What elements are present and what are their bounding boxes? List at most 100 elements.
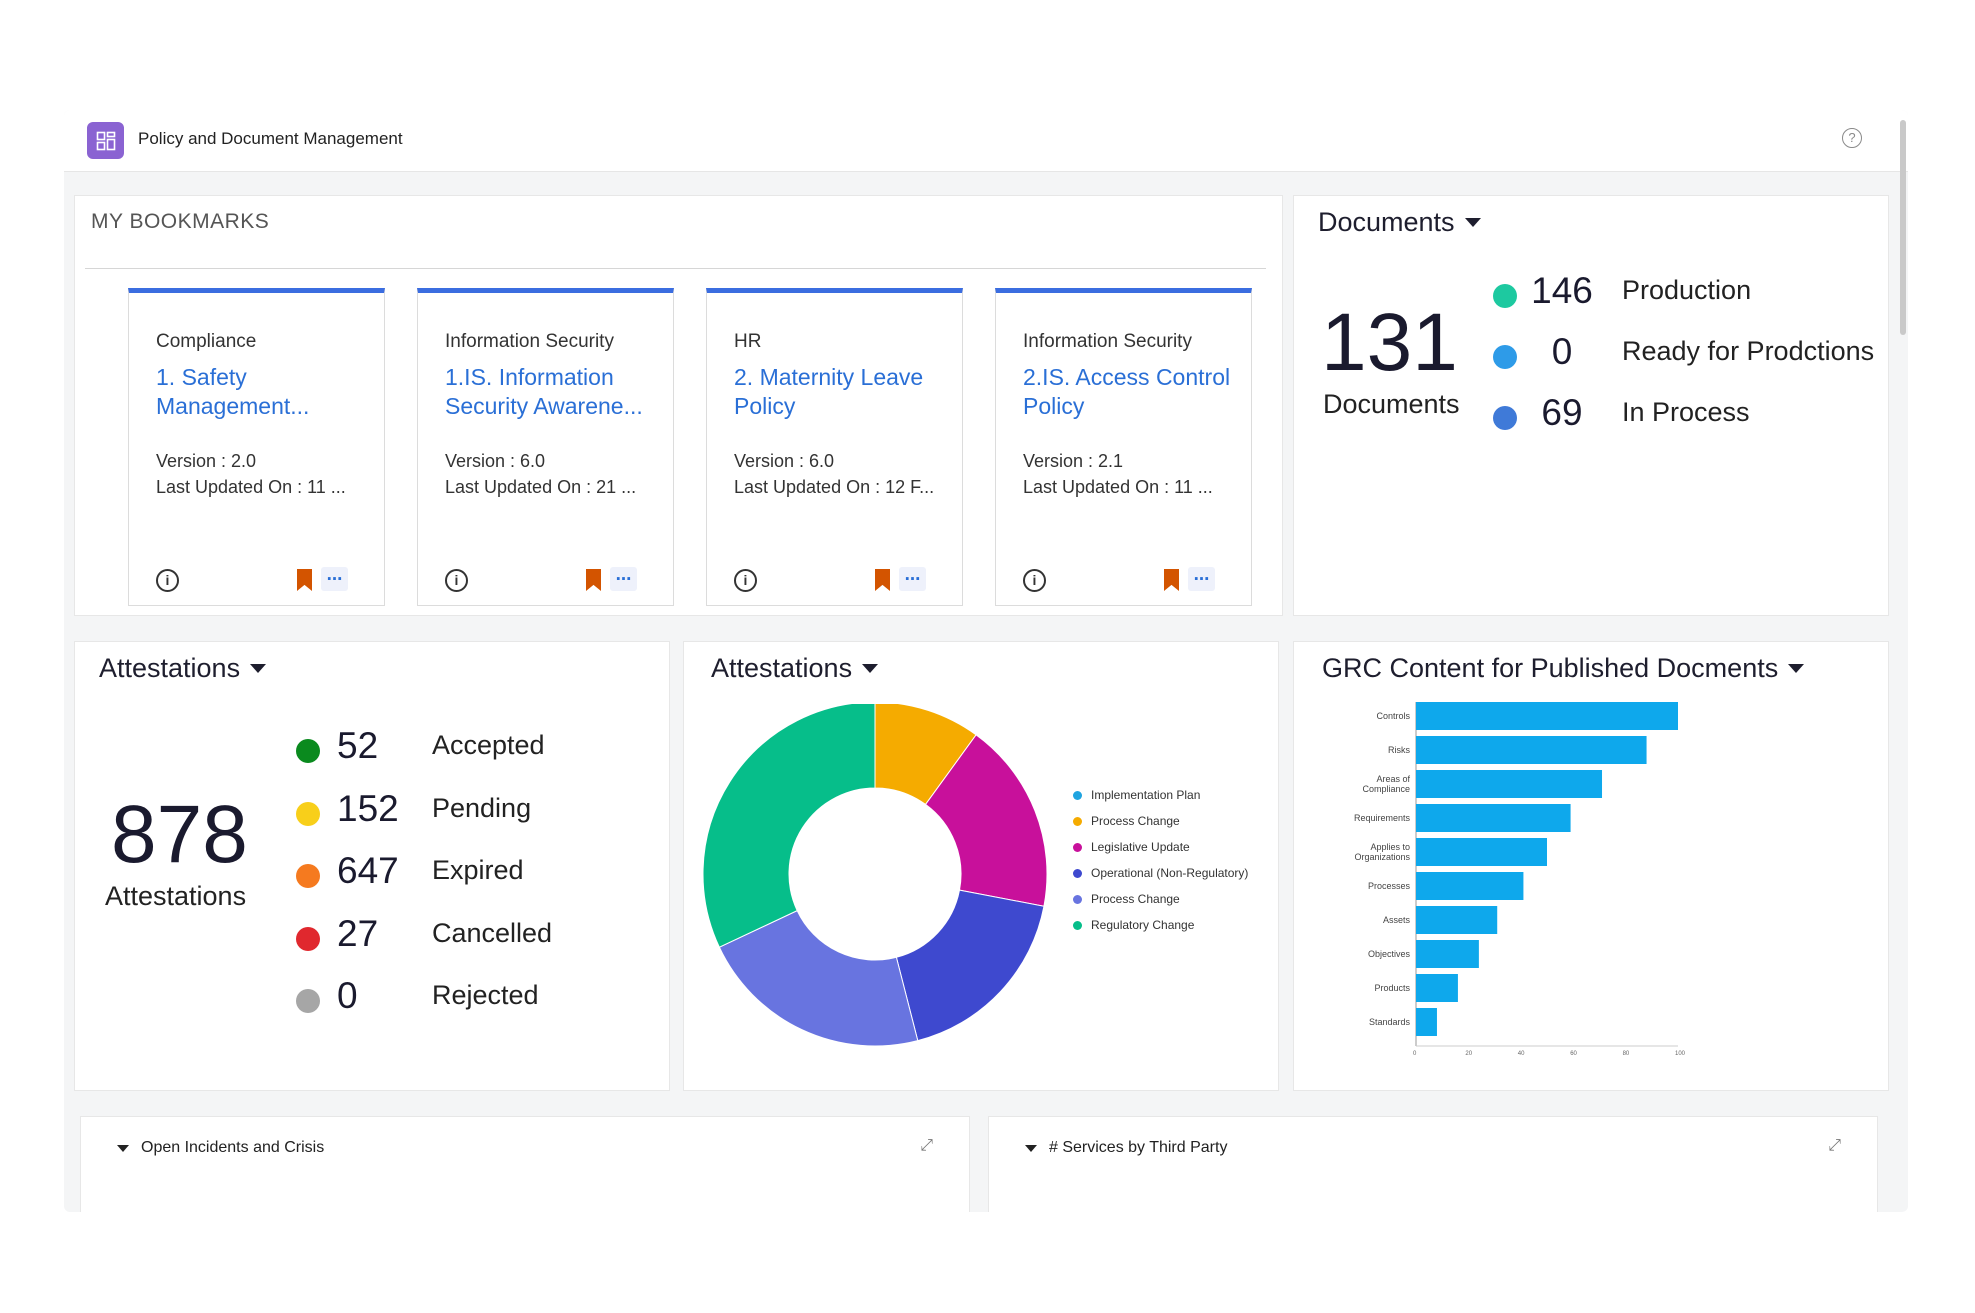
more-options-icon[interactable]: ... <box>610 565 637 591</box>
attestations-title[interactable]: Attestations <box>99 653 267 684</box>
caret-down-icon <box>250 664 267 673</box>
stat-label: Expired <box>432 855 524 885</box>
vertical-scrollbar[interactable] <box>1898 110 1908 1212</box>
documents-title-label: Documents <box>1318 207 1455 237</box>
bookmark-title-link[interactable]: 2.IS. Access Control Policy <box>1023 364 1231 419</box>
incidents-title[interactable]: Open Incidents and Crisis <box>117 1139 324 1157</box>
bar[interactable] <box>1416 906 1498 934</box>
bar-category-label: Assets <box>1382 915 1410 925</box>
info-icon[interactable]: i <box>156 569 179 592</box>
legend-item[interactable]: Process Change <box>1073 892 1180 906</box>
expand-icon[interactable]: ⤢ <box>1828 1137 1841 1154</box>
attestations-chart-title-label: Attestations <box>711 653 853 683</box>
bookmark-category: HR <box>734 331 762 352</box>
documents-panel: Documents 131 Documents 146 Production 0… <box>1293 195 1889 616</box>
attestations-total-label: Attestations <box>105 881 247 911</box>
legend-label: Legislative Update <box>1091 840 1190 854</box>
legend-label: Regulatory Change <box>1091 918 1195 932</box>
legend-swatch <box>1073 842 1082 852</box>
bar[interactable] <box>1416 702 1678 730</box>
legend-label: Operational (Non-Regulatory) <box>1091 866 1249 880</box>
help-icon[interactable]: ? <box>1842 128 1862 148</box>
legend-item[interactable]: Process Change <box>1073 814 1180 828</box>
bookmark-title-link[interactable]: 2. Maternity Leave Policy <box>734 364 924 419</box>
donut-slice[interactable] <box>924 734 1048 907</box>
bookmark-icon[interactable] <box>875 569 890 591</box>
grc-chart-title[interactable]: GRC Content for Published Docments <box>1322 653 1805 684</box>
bar-category-label: Controls <box>1376 711 1410 721</box>
bar[interactable] <box>1416 974 1458 1002</box>
caret-down-icon <box>1788 664 1805 673</box>
bar-category-label: Objectives <box>1367 949 1410 959</box>
bookmark-version: Version : 2.1 <box>1023 451 1124 471</box>
bookmark-title-link[interactable]: 1. Safety Management... <box>156 364 310 419</box>
x-tick-label: 80 <box>1622 1051 1630 1057</box>
bar[interactable] <box>1416 872 1524 900</box>
stat-value: 0 <box>337 975 358 1016</box>
scroll-thumb[interactable] <box>1900 120 1906 335</box>
services-panel: # Services by Third Party ⤢ <box>988 1116 1878 1212</box>
bar[interactable] <box>1416 1008 1437 1036</box>
info-icon[interactable]: i <box>734 569 757 592</box>
bookmark-category: Information Security <box>445 331 614 352</box>
documents-total-label: Documents <box>1323 389 1460 419</box>
bar-category-label: Products <box>1374 983 1410 993</box>
stat-label: Accepted <box>432 730 545 760</box>
attestations-total: 878 <box>111 789 248 880</box>
expand-icon[interactable]: ⤢ <box>920 1137 933 1154</box>
bookmark-card[interactable]: Information Security 1.IS. Information S… <box>417 288 674 606</box>
donut-slice[interactable] <box>702 704 876 948</box>
attestations-donut-chart <box>702 704 1048 1047</box>
x-tick-label: 100 <box>1675 1051 1686 1057</box>
x-tick-label: 40 <box>1517 1051 1525 1057</box>
bookmark-icon[interactable] <box>1164 569 1179 591</box>
bookmark-card[interactable]: Compliance 1. Safety Management... Versi… <box>128 288 385 606</box>
stat-value: 647 <box>337 850 399 891</box>
donut-slice[interactable] <box>895 889 1045 1042</box>
stat-value: 69 <box>1541 392 1583 433</box>
info-icon[interactable]: i <box>1023 569 1046 592</box>
more-options-icon[interactable]: ... <box>1188 565 1215 591</box>
bookmarks-divider <box>85 268 1266 269</box>
grc-chart-panel: GRC Content for Published Docments Contr… <box>1293 641 1889 1091</box>
legend-item[interactable]: Regulatory Change <box>1073 918 1194 932</box>
legend-swatch <box>1073 790 1082 800</box>
bookmark-card[interactable]: HR 2. Maternity Leave Policy Version : 6… <box>706 288 963 606</box>
stat-value: 152 <box>337 787 399 829</box>
legend-item[interactable]: Legislative Update <box>1073 840 1190 854</box>
bookmark-version: Version : 6.0 <box>445 451 546 471</box>
bookmark-icon[interactable] <box>586 569 601 591</box>
legend-label: Implementation Plan <box>1091 788 1201 802</box>
x-tick-label: 60 <box>1570 1051 1577 1057</box>
legend-swatch <box>1073 816 1082 826</box>
bookmarks-panel: MY BOOKMARKS Compliance 1. Safety Manage… <box>74 195 1283 616</box>
dashboard-grid-icon[interactable] <box>87 122 124 159</box>
bar[interactable] <box>1416 770 1603 798</box>
x-tick-label: 20 <box>1465 1051 1473 1057</box>
info-icon[interactable]: i <box>445 569 468 592</box>
donut-slice[interactable] <box>718 909 919 1047</box>
bar[interactable] <box>1416 838 1547 866</box>
attestations-chart-title[interactable]: Attestations <box>711 653 879 684</box>
bar[interactable] <box>1416 940 1479 968</box>
legend-item[interactable]: Implementation Plan <box>1073 788 1200 802</box>
legend-item[interactable]: Operational (Non-Regulatory) <box>1073 866 1248 880</box>
services-title[interactable]: # Services by Third Party <box>1025 1139 1227 1157</box>
bookmarks-heading: MY BOOKMARKS <box>91 210 270 233</box>
more-options-icon[interactable]: ... <box>321 565 348 591</box>
bar[interactable] <box>1416 736 1647 764</box>
bookmark-card[interactable]: Information Security 2.IS. Access Contro… <box>995 288 1252 606</box>
more-options-icon[interactable]: ... <box>899 565 926 591</box>
legend-label: Process Change <box>1091 814 1180 828</box>
bar-category-label: Risks <box>1388 745 1410 755</box>
bookmark-icon[interactable] <box>297 569 312 591</box>
legend-label: Process Change <box>1091 892 1180 906</box>
status-dot <box>1493 345 1517 369</box>
bar-category-label: Standards <box>1368 1017 1410 1027</box>
status-dot <box>1493 284 1517 308</box>
bar[interactable] <box>1416 804 1571 832</box>
bookmark-title-link[interactable]: 1.IS. Information Security Awarene... <box>445 364 643 419</box>
caret-down-icon <box>862 664 879 673</box>
bar-category-label: Requirements <box>1353 813 1410 823</box>
documents-title[interactable]: Documents <box>1318 207 1481 238</box>
